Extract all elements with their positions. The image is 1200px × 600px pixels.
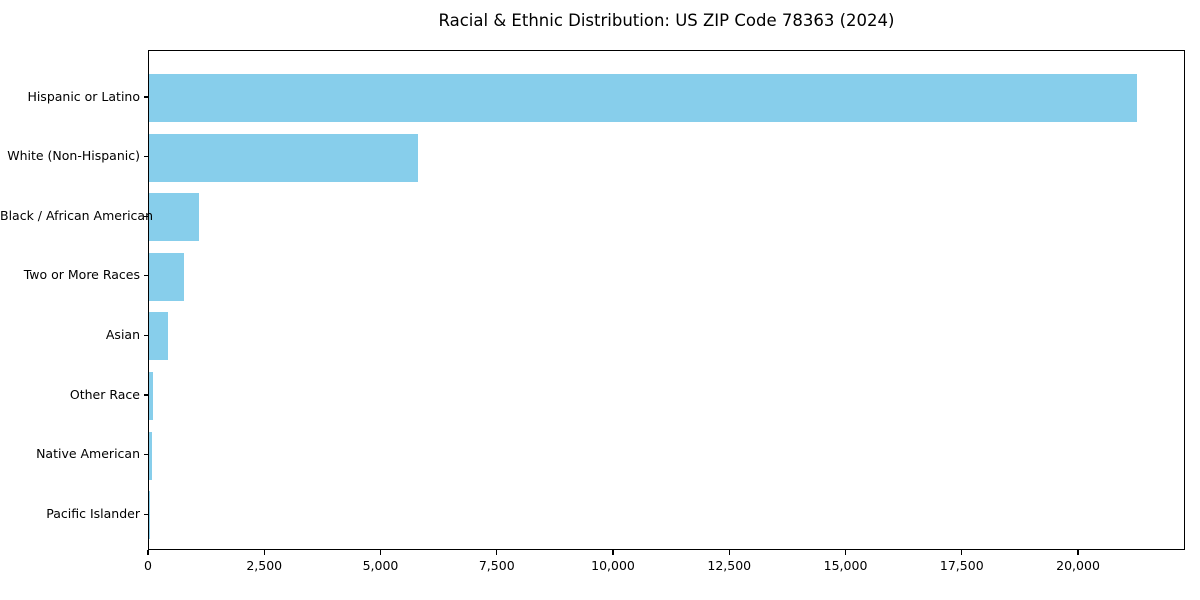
bar-hispanic-or-latino xyxy=(149,74,1138,122)
y-tick-mark xyxy=(143,454,148,456)
x-tick-mark xyxy=(844,550,847,555)
bar-asian xyxy=(149,312,169,361)
bar-native-american xyxy=(149,431,153,480)
y-tick-mark xyxy=(143,334,148,336)
bar-black-african-american xyxy=(149,193,199,242)
y-axis-label-hispanic-or-latino: Hispanic or Latino xyxy=(27,88,140,104)
x-tick-mark xyxy=(263,550,265,555)
x-tick-mark xyxy=(728,550,730,555)
x-tick-mark xyxy=(496,550,498,555)
y-axis-label-two-or-more-races: Two or More Races xyxy=(23,267,140,283)
y-tick-mark xyxy=(143,156,148,158)
x-tick-mark xyxy=(147,550,149,555)
y-axis-label-native-american: Native American xyxy=(36,446,140,462)
x-axis-tick-label-12500: 12,500 xyxy=(707,558,752,573)
x-axis-tick-label-7500: 7,500 xyxy=(478,558,515,573)
x-axis-tick-label-5000: 5,000 xyxy=(362,558,399,573)
y-axis-label-other-race: Other Race xyxy=(69,386,140,402)
x-axis-tick-label-20000: 20,000 xyxy=(1056,558,1100,573)
x-tick-mark xyxy=(1077,550,1079,555)
bar-other-race xyxy=(149,372,154,420)
x-axis-tick-label-17500: 17,500 xyxy=(939,558,984,573)
y-tick-mark xyxy=(143,275,148,277)
y-tick-mark xyxy=(143,513,148,515)
x-axis-tick-label-2500: 2,500 xyxy=(246,558,283,573)
x-axis-tick-label-0: 0 xyxy=(144,558,152,573)
x-axis-tick-label-10000: 10,000 xyxy=(591,558,635,573)
bar-two-or-more-races xyxy=(149,252,184,301)
x-axis-tick-label-15000: 15,000 xyxy=(823,558,868,573)
y-axis-label-asian: Asian xyxy=(105,326,140,342)
y-tick-mark xyxy=(143,394,148,396)
y-axis-label-black-african-american: Black / African American xyxy=(0,207,154,223)
y-axis-label-pacific-islander: Pacific Islander xyxy=(46,505,140,521)
bar-white-non-hispanic xyxy=(149,133,418,182)
y-tick-mark xyxy=(143,215,148,217)
x-tick-mark xyxy=(379,550,382,555)
y-tick-mark xyxy=(143,96,148,98)
x-tick-mark xyxy=(961,550,963,555)
plot-area xyxy=(148,50,1185,550)
chart-title: Racial & Ethnic Distribution: US ZIP Cod… xyxy=(438,11,895,30)
y-axis-label-white-non-hispanic: White (Non-Hispanic) xyxy=(7,148,140,164)
x-tick-mark xyxy=(612,550,614,555)
